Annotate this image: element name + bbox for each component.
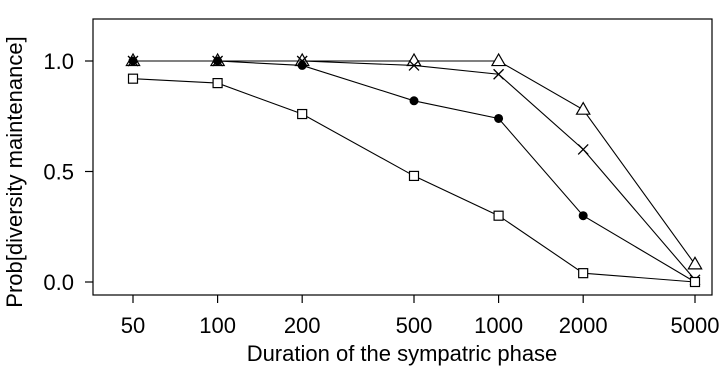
point-triangle-open-5000 (687, 256, 703, 270)
point-circle-filled-200 (297, 60, 307, 70)
y-axis: 0.0 0.5 1.0 (43, 49, 93, 295)
x-tick-label-50: 50 (121, 313, 145, 338)
point-triangle-open-2000 (575, 101, 591, 115)
x-tick-label-1000: 1000 (474, 313, 523, 338)
plot-frame (92, 18, 713, 296)
x-tick-label-200: 200 (284, 313, 321, 338)
series-layer (125, 52, 703, 288)
point-circle-filled-2000 (578, 211, 588, 221)
y-tick-label-0.5: 0.5 (43, 160, 74, 185)
point-square-open-5000 (689, 276, 701, 288)
point-triangle-open-1000 (490, 52, 507, 67)
x-axis: 50 100 200 500 1000 2000 5000 (121, 295, 720, 338)
x-tick-label-2000: 2000 (559, 313, 608, 338)
series-cross (127, 55, 701, 286)
point-cross-1000 (493, 68, 505, 80)
y-tick-label-1.0: 1.0 (43, 49, 74, 74)
x-tick-label-100: 100 (199, 313, 236, 338)
point-square-open-200 (297, 108, 308, 120)
point-square-open-50 (127, 73, 139, 84)
y-axis-title: Prob[diversity maintenance] (2, 36, 27, 307)
point-square-open-500 (408, 170, 420, 182)
point-circle-filled-500 (409, 96, 419, 106)
x-axis-title: Duration of the sympatric phase (247, 341, 558, 366)
point-circle-filled-1000 (494, 113, 504, 123)
point-circle-filled-100 (213, 56, 223, 66)
series-line-triangle-open (133, 60, 696, 265)
point-circle-filled-50 (128, 56, 138, 66)
point-square-open-2000 (578, 268, 589, 279)
point-triangle-open-500 (406, 52, 422, 67)
x-tick-label-500: 500 (396, 313, 433, 338)
point-square-open-100 (212, 77, 223, 89)
point-cross-500 (408, 59, 420, 71)
y-tick-label-0.0: 0.0 (43, 270, 74, 295)
x-tick-label-5000: 5000 (671, 313, 720, 338)
point-cross-2000 (577, 143, 589, 155)
series-square-open (127, 73, 701, 288)
point-square-open-1000 (493, 210, 504, 221)
series-line-cross (133, 60, 696, 281)
